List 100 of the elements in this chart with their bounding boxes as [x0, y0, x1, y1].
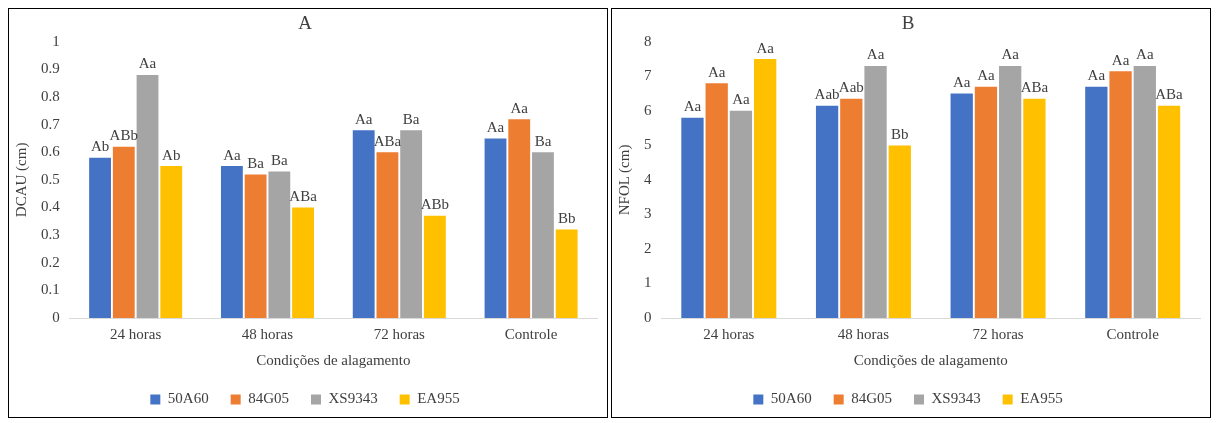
- chart-title: A: [298, 12, 313, 34]
- legend-label: 84G05: [851, 390, 893, 407]
- data-label: Aa: [756, 39, 775, 56]
- y-axis-title: NFOL (cm): [615, 144, 633, 216]
- bar: [1085, 86, 1108, 318]
- legend-label: EA955: [417, 390, 460, 407]
- bar: [136, 74, 159, 318]
- y-tick-label: 0.8: [41, 87, 60, 104]
- data-label: Aa: [138, 55, 157, 72]
- data-label: Aa: [732, 91, 751, 108]
- bar: [268, 171, 291, 318]
- y-tick-label: 0.7: [41, 115, 61, 132]
- bar: [705, 83, 728, 318]
- bar: [1133, 65, 1156, 318]
- x-tick-label: Controle: [1106, 325, 1160, 342]
- x-tick-label: 72 horas: [972, 325, 1024, 342]
- x-tick-label: 48 horas: [837, 325, 890, 342]
- y-tick-label: 1: [52, 32, 60, 49]
- y-tick-label: 3: [644, 205, 652, 222]
- bar: [220, 166, 243, 318]
- x-axis-title: Condições de alagamento: [256, 351, 411, 368]
- bar: [423, 215, 446, 318]
- x-tick-label: Controle: [504, 325, 558, 342]
- legend-label: 50A60: [770, 390, 812, 407]
- legend-label: EA955: [1020, 390, 1063, 407]
- y-tick-label: 0: [52, 308, 60, 325]
- x-tick-label: 24 horas: [703, 325, 755, 342]
- data-label: Aa: [977, 67, 996, 84]
- bar: [532, 152, 554, 318]
- bar: [555, 229, 578, 318]
- bar: [729, 110, 753, 318]
- data-label: Aab: [838, 79, 864, 96]
- bar: [840, 98, 863, 318]
- bar: [950, 93, 973, 318]
- bar: [888, 145, 911, 318]
- bar: [89, 157, 111, 318]
- y-tick-label: 4: [644, 170, 652, 187]
- bar: [484, 138, 507, 318]
- legend-label: XS9343: [931, 390, 981, 407]
- data-label: ABb: [420, 196, 450, 213]
- data-label: Aa: [952, 74, 971, 91]
- bar: [754, 59, 777, 318]
- bar: [400, 130, 423, 318]
- y-tick-label: 1: [644, 274, 652, 291]
- bar: [815, 105, 839, 318]
- data-label: Ba: [247, 154, 265, 171]
- data-label: Bb: [557, 210, 576, 227]
- x-tick-label: 72 horas: [373, 325, 426, 342]
- y-tick-label: 0.6: [41, 143, 61, 160]
- bar: [1109, 71, 1132, 318]
- y-tick-label: 0.5: [41, 170, 60, 187]
- bar: [681, 117, 704, 318]
- data-label: Aa: [683, 98, 702, 115]
- y-tick-label: 6: [644, 101, 652, 118]
- y-tick-label: 0.2: [41, 253, 60, 270]
- bar: [974, 86, 998, 318]
- bar: [244, 174, 267, 318]
- bar: [864, 65, 887, 318]
- y-tick-label: 8: [644, 32, 652, 49]
- data-label: Aa: [1136, 46, 1154, 63]
- y-tick-label: 0.1: [41, 281, 60, 298]
- bar: [112, 146, 135, 318]
- bar: [352, 130, 375, 318]
- bar: [999, 65, 1022, 318]
- y-tick-label: 0.4: [41, 198, 61, 215]
- y-tick-label: 2: [644, 239, 652, 256]
- bar: [1023, 98, 1046, 318]
- data-label: Ab: [90, 138, 110, 155]
- data-label: ABa: [289, 187, 318, 204]
- legend-label: 84G05: [248, 390, 290, 407]
- data-label: Aa: [486, 118, 505, 135]
- data-label: Ba: [402, 110, 420, 127]
- data-label: Ba: [271, 152, 288, 169]
- data-label: Aa: [223, 146, 241, 163]
- data-label: Aab: [814, 86, 840, 103]
- y-axis-title: DCAU (cm): [12, 142, 30, 218]
- data-label: Ba: [534, 132, 552, 149]
- data-label: ABa: [1020, 79, 1049, 96]
- y-tick-label: 5: [644, 136, 652, 153]
- y-tick-label: 0.9: [41, 60, 60, 77]
- x-tick-label: 48 horas: [241, 325, 294, 342]
- y-tick-label: 7: [644, 67, 652, 84]
- y-tick-label: 0: [644, 308, 652, 325]
- data-label: Bb: [891, 125, 909, 142]
- legend-label: 50A60: [167, 390, 209, 407]
- bar: [376, 152, 399, 318]
- data-label: Aa: [707, 63, 726, 80]
- data-label: ABb: [109, 127, 138, 144]
- x-tick-label: 24 horas: [110, 325, 162, 342]
- bar: [292, 207, 314, 318]
- data-label: Aa: [354, 110, 373, 127]
- legend-label: XS9343: [328, 390, 378, 407]
- data-label: Aa: [866, 46, 885, 63]
- data-label: Aa: [1087, 67, 1106, 84]
- data-label: Ab: [162, 146, 181, 163]
- x-axis-title: Condições de alagamento: [853, 351, 1008, 368]
- bar: [508, 119, 531, 318]
- data-label: Aa: [1111, 51, 1130, 68]
- chart-title: B: [901, 12, 915, 34]
- data-label: Aa: [1001, 46, 1020, 63]
